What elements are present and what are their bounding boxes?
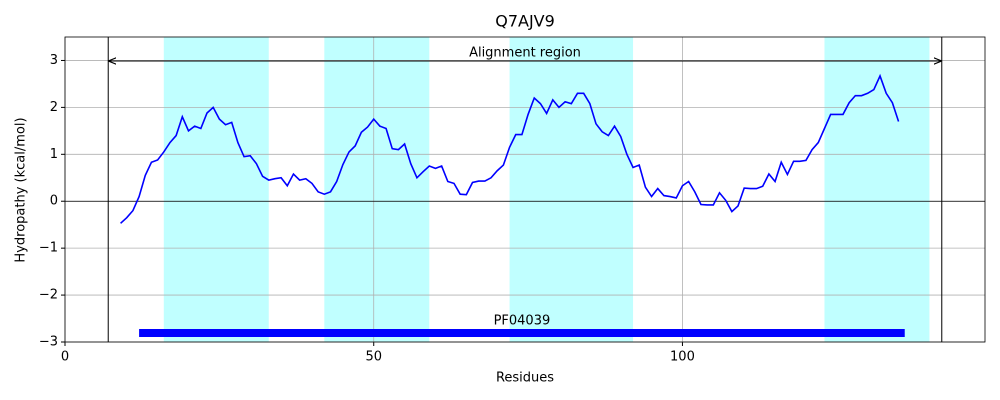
annotation-label: Alignment region [469,46,581,61]
y-tick-label: 1 [50,147,58,162]
data-line [120,73,900,224]
y-tick-label: −3 [39,335,58,350]
y-tick-label: 2 [50,100,58,115]
x-tick-label: 50 [365,350,382,365]
x-axis-label: Residues [496,371,554,386]
region [824,37,930,342]
domain-label: PF04039 [494,314,551,329]
plot-frame [64,36,986,343]
region [324,37,430,342]
y-tick-label: −1 [39,241,58,256]
region [163,37,269,342]
x-tick-label: 100 [670,350,695,365]
domain-bar [139,329,905,337]
y-axis-label: Hydropathy (kcal/mol) [14,117,29,262]
y-tick-label: −2 [39,288,58,303]
region [509,37,634,342]
x-tick-label: 0 [61,350,69,365]
y-tick-label: 3 [50,53,58,68]
y-tick-label: 0 [50,194,58,209]
chart-title: Q7AJV9 [495,12,555,31]
